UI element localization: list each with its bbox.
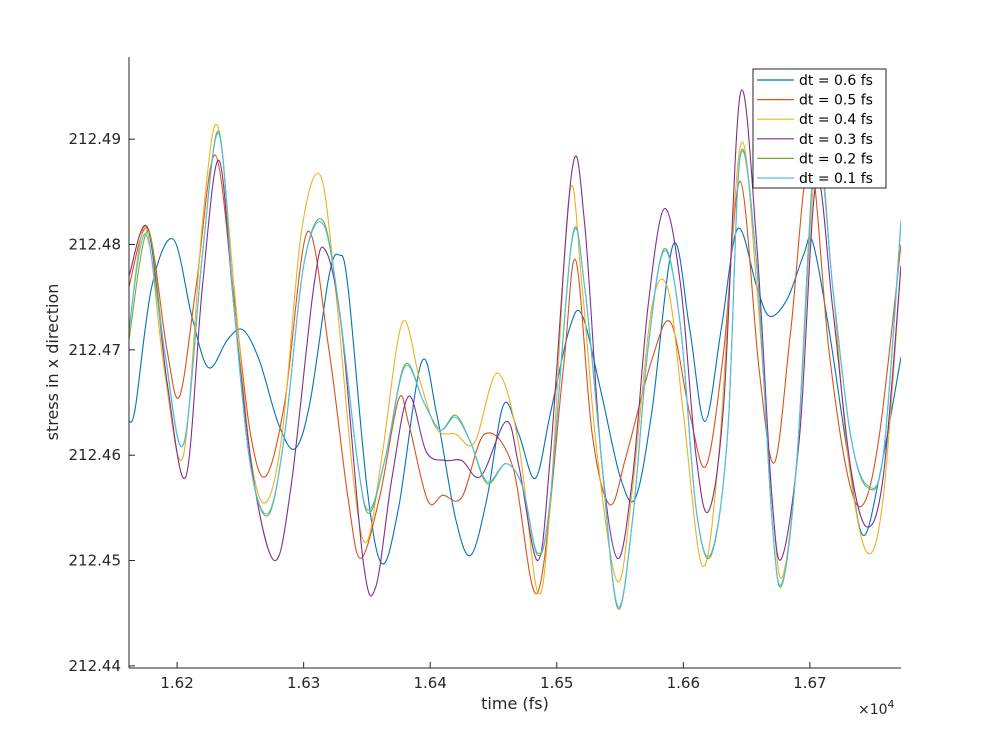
legend-label-3: dt = 0.4 fs (799, 112, 873, 128)
x-tick-label: 1.64 (414, 674, 447, 692)
x-axis-exponent-base: ×10 (858, 702, 888, 718)
legend-label-2: dt = 0.5 fs (799, 93, 873, 109)
series-line-3 (129, 123, 901, 595)
x-axis-exponent: ×104 (858, 698, 895, 718)
series-line-1 (129, 227, 901, 565)
legend-label-6: dt = 0.1 fs (799, 171, 873, 187)
x-tick-label: 1.65 (540, 674, 573, 692)
legend-box (752, 68, 887, 189)
series-line-4 (129, 89, 901, 597)
axes (128, 57, 901, 669)
y-ticks: 212.44 212.45 212.46 212.47 212.48 212.49 (69, 130, 135, 675)
series-line-6 (129, 132, 901, 608)
x-tick-label: 1.67 (793, 674, 826, 692)
y-tick-label: 212.48 (69, 236, 122, 254)
y-tick-label: 212.45 (69, 552, 122, 570)
legend-label-1: dt = 0.6 fs (799, 73, 873, 89)
x-axis-label: time (fs) (481, 694, 549, 713)
series-layer (129, 89, 901, 610)
y-tick-label: 212.47 (69, 341, 122, 359)
legend-label-5: dt = 0.2 fs (799, 151, 873, 167)
x-ticks: 1.62 1.63 1.64 1.65 1.66 1.67 (160, 662, 827, 692)
series-line-2 (129, 154, 901, 595)
y-tick-label: 212.46 (69, 446, 122, 464)
x-tick-label: 1.63 (287, 674, 320, 692)
y-axis-label: stress in x direction (43, 284, 62, 441)
x-axis-exponent-power: 4 (888, 698, 895, 711)
legend: dt = 0.6 fs dt = 0.5 fs dt = 0.4 fs dt = 0.… (752, 68, 887, 189)
y-tick-label: 212.49 (69, 130, 122, 148)
x-tick-label: 1.66 (667, 674, 700, 692)
legend-label-4: dt = 0.3 fs (799, 132, 873, 148)
x-tick-label: 1.62 (160, 674, 193, 692)
series-line-5 (129, 130, 901, 610)
y-tick-label: 212.44 (69, 657, 122, 675)
